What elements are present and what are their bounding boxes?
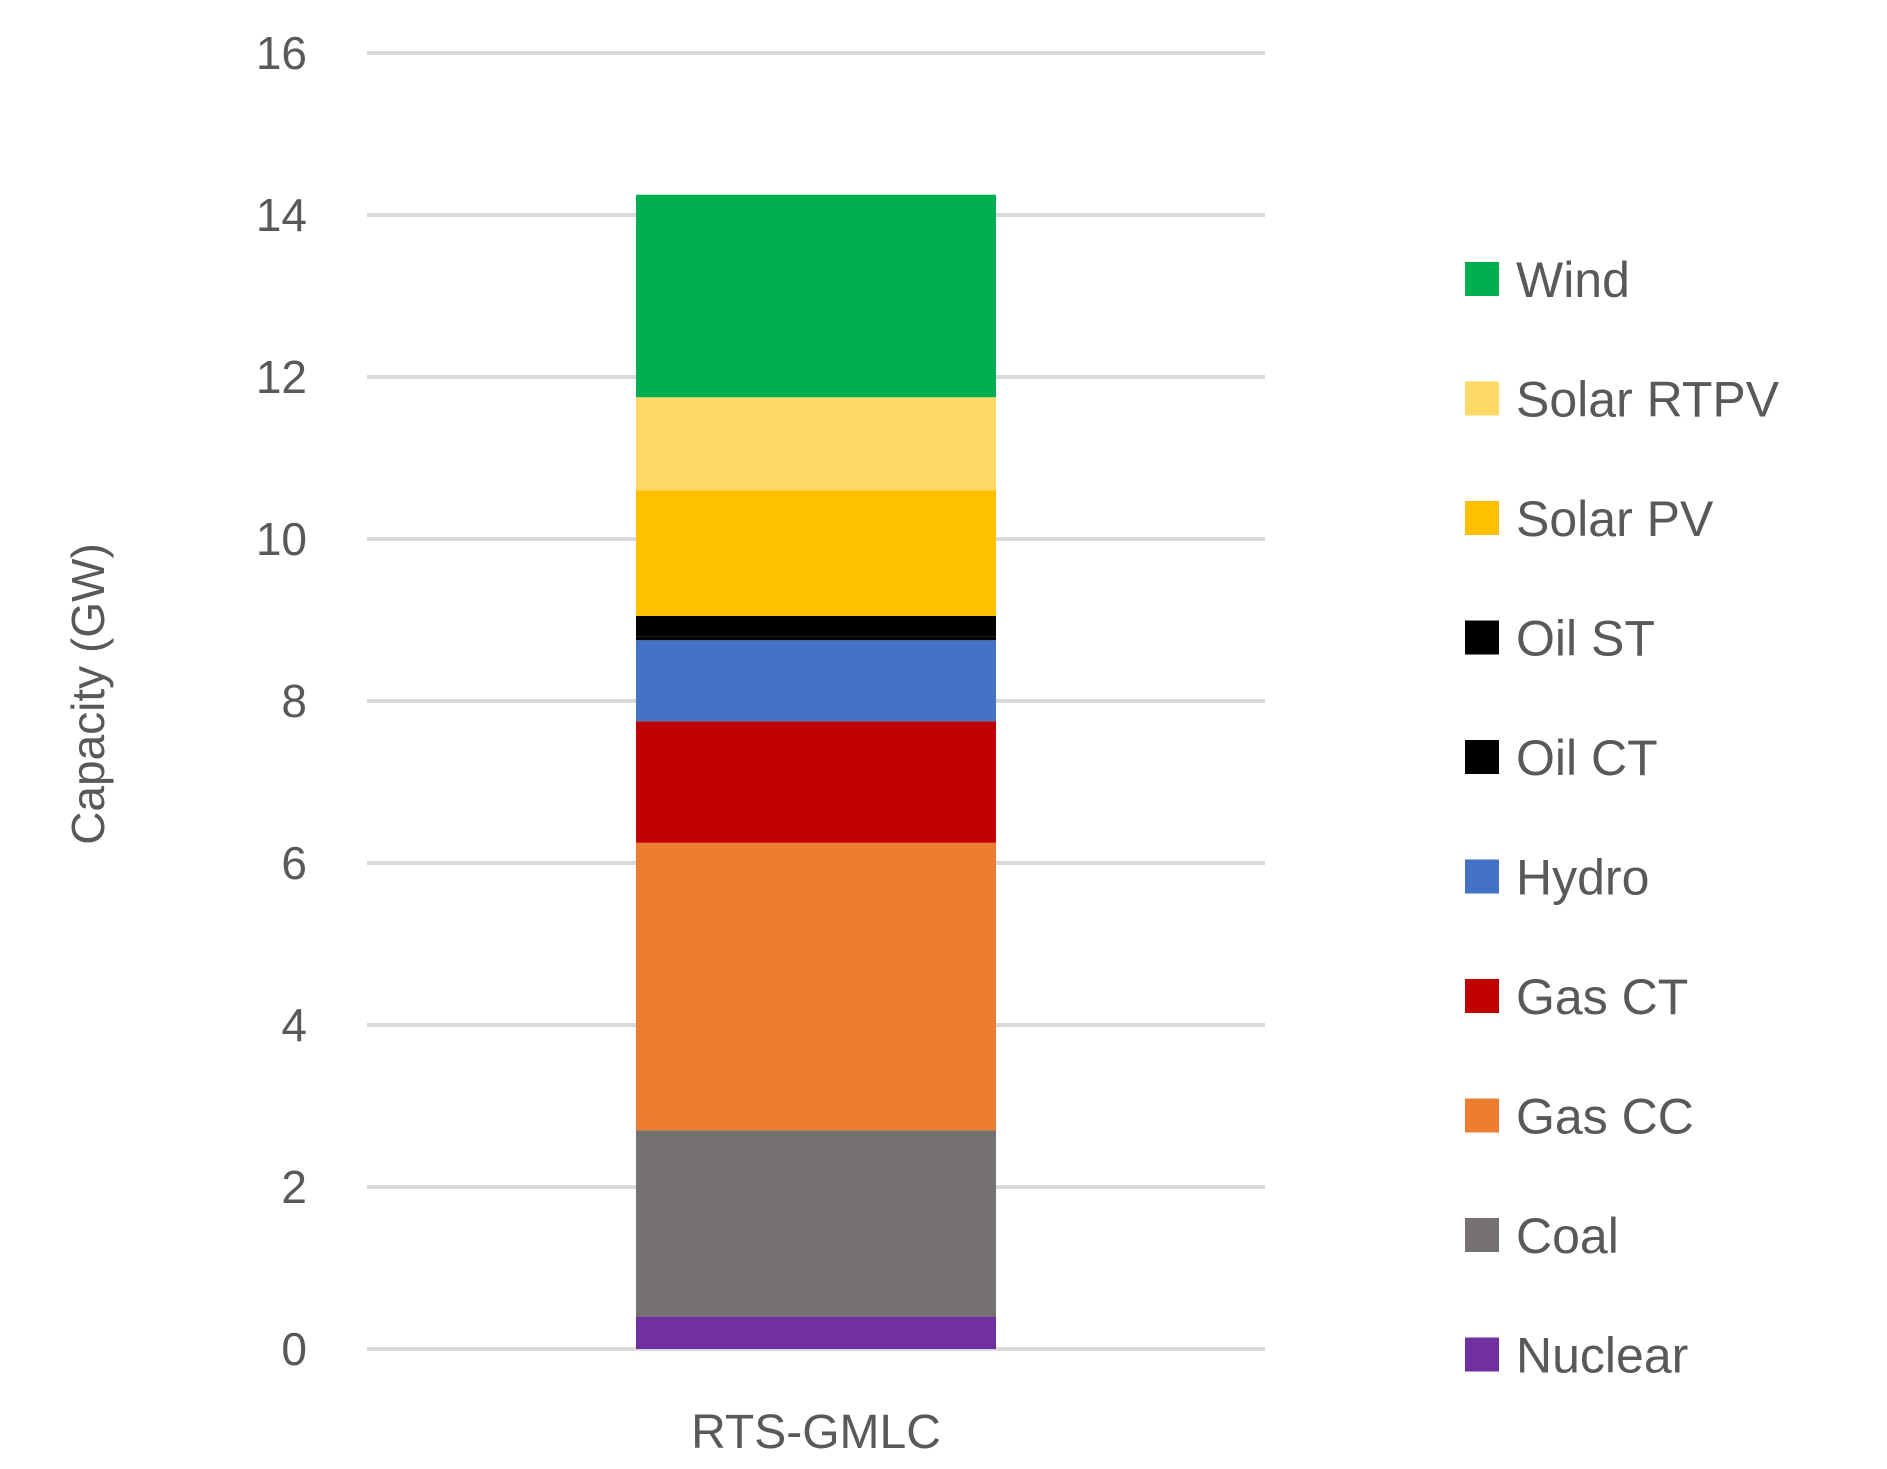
legend-swatch: [1465, 1098, 1499, 1133]
legend-swatch: [1465, 1337, 1499, 1372]
y-tick-label: 16: [256, 27, 307, 79]
legend-swatch: [1465, 620, 1499, 655]
bar-segment-gas-ct: [636, 721, 996, 843]
x-axis-category-labels: RTS-GMLC: [691, 1406, 941, 1459]
bar-segment-oil-st: [636, 615, 996, 637]
legend-swatch: [1465, 501, 1499, 535]
bar-segment-nuclear: [636, 1316, 996, 1349]
y-tick-label: 10: [256, 513, 307, 565]
bar-segment-hydro: [636, 640, 996, 722]
legend-item-oil-ct: Oil CT: [1465, 730, 1658, 786]
legend-item-nuclear: Nuclear: [1465, 1328, 1688, 1384]
legend-swatch: [1465, 262, 1499, 296]
legend-label: Gas CT: [1516, 969, 1688, 1025]
bar-segment-solar-pv: [636, 490, 996, 616]
legend-label: Oil CT: [1516, 730, 1658, 786]
bar-segment-coal: [636, 1130, 996, 1317]
legend-swatch: [1465, 740, 1499, 774]
legend-swatch: [1465, 381, 1499, 416]
y-tick-label: 2: [281, 1161, 307, 1213]
y-tick-label: 12: [256, 351, 307, 403]
legend-item-solar-rtpv: Solar RTPV: [1465, 372, 1780, 428]
bar-segment-solar-rtpv: [636, 397, 996, 491]
legend-item-gas-cc: Gas CC: [1465, 1089, 1694, 1145]
stacked-bar: [636, 194, 996, 1349]
legend-label: Coal: [1516, 1208, 1619, 1264]
legend-item-hydro: Hydro: [1465, 850, 1649, 906]
legend-swatch: [1465, 1218, 1499, 1252]
legend-item-solar-pv: Solar PV: [1465, 491, 1714, 547]
legend-label: Hydro: [1516, 850, 1649, 906]
legend-swatch: [1465, 859, 1499, 894]
bar-segment-wind: [636, 194, 996, 398]
legend-label: Solar RTPV: [1516, 372, 1780, 428]
legend-item-wind: Wind: [1465, 252, 1630, 308]
y-tick-label: 4: [281, 999, 307, 1051]
y-axis-title: Capacity (GW): [62, 543, 114, 845]
y-tick-label: 8: [281, 675, 307, 727]
legend-label: Gas CC: [1516, 1089, 1694, 1145]
bar-segment-gas-cc: [636, 842, 996, 1131]
y-tick-label: 6: [281, 837, 307, 889]
legend-label: Solar PV: [1516, 491, 1714, 547]
legend-label: Oil ST: [1516, 611, 1655, 667]
y-tick-label: 14: [256, 189, 307, 241]
legend-label: Nuclear: [1516, 1328, 1688, 1384]
legend-item-oil-st: Oil ST: [1465, 611, 1655, 667]
legend-swatch: [1465, 979, 1499, 1013]
y-tick-label: 0: [281, 1323, 307, 1375]
x-category-label: RTS-GMLC: [691, 1406, 941, 1459]
legend: Wind Solar RTPV Solar PV Oil ST Oil CT Hydro G…: [1465, 252, 1780, 1384]
legend-label: Wind: [1516, 252, 1630, 308]
legend-item-coal: Coal: [1465, 1208, 1619, 1264]
y-axis-tick-labels: 0 2 4 6 8 10 12 14 16: [256, 27, 307, 1375]
bar-segment-oil-ct: [636, 636, 996, 641]
legend-item-gas-ct: Gas CT: [1465, 969, 1688, 1025]
